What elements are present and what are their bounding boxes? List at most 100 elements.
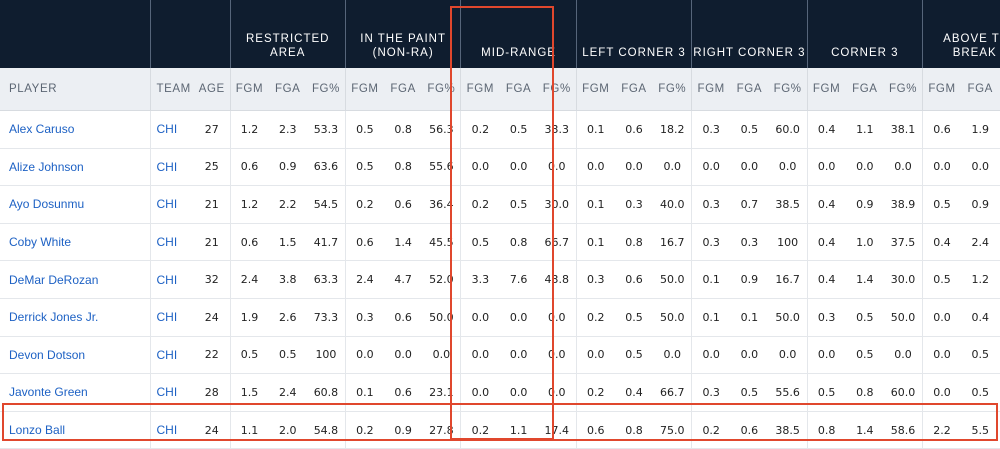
stat-cell-right-corner-3-fga: 0.3 <box>730 223 769 262</box>
column-header-corner-3-fgp[interactable]: FG% <box>884 68 923 111</box>
group-right-corner-3[interactable]: RIGHT CORNER 3 <box>691 0 808 68</box>
stat-cell-above-the-break-3-fgm: 0.4 <box>922 223 961 262</box>
column-header-row: PLAYER TEAM AGE FGM FGA FG% FGM FGA FG% FGM FGA… <box>0 68 1000 111</box>
group-in-the-paint[interactable]: IN THE PAINT (NON-RA) <box>344 0 461 68</box>
stat-cell-right-corner-3-fgp: 16.7 <box>768 260 808 299</box>
team-link[interactable]: CHI <box>149 298 194 337</box>
stat-cell-left-corner-3-fgp: 18.2 <box>653 110 692 149</box>
table-row: Lonzo Ball CHI 24 1.1 2.0 54.8 0.2 0.9 27.8 0.2 1.… <box>0 411 1000 449</box>
group-left-corner-3[interactable]: LEFT CORNER 3 <box>575 0 692 68</box>
stat-cell-in-the-paint-fga: 0.9 <box>383 411 423 449</box>
player-link[interactable]: Javonte Green <box>0 373 150 412</box>
stat-cell-above-the-break-3-fga: 1.9 <box>960 110 1000 149</box>
column-header-player[interactable]: PLAYER <box>0 68 150 111</box>
stat-cell-mid-range-fga: 0.5 <box>499 110 538 149</box>
stat-cell-in-the-paint-fga: 0.8 <box>383 110 423 149</box>
player-link[interactable]: Coby White <box>0 223 150 262</box>
team-link[interactable]: CHI <box>149 373 194 412</box>
column-header-left-corner-3-fga[interactable]: FGA <box>614 68 654 111</box>
stat-cell-in-the-paint-fga: 0.0 <box>383 336 423 375</box>
stat-cell-restricted-area-fgp: 73.3 <box>306 298 346 337</box>
column-header-corner-3-fga[interactable]: FGA <box>845 68 885 111</box>
column-header-age[interactable]: AGE <box>194 68 230 111</box>
group-header-row: RESTRICTED AREA IN THE PAINT (NON-RA) MI… <box>0 0 1000 68</box>
column-header-above-the-break-3-fgm[interactable]: FGM <box>922 68 961 111</box>
player-link[interactable]: DeMar DeRozan <box>0 260 150 299</box>
stat-cell-restricted-area-fgm: 2.4 <box>229 260 269 299</box>
stat-cell-above-the-break-3-fgm: 0.0 <box>922 373 961 412</box>
team-link[interactable]: CHI <box>149 185 194 224</box>
group-header-blank <box>149 0 230 68</box>
column-header-in-the-paint-fgp[interactable]: FG% <box>422 68 461 111</box>
stat-cell-in-the-paint-fgm: 0.5 <box>344 110 384 149</box>
column-header-team[interactable]: TEAM <box>149 68 194 111</box>
group-above-the-break-3[interactable]: ABOVE THE BREAK 3 <box>922 0 1000 68</box>
column-header-in-the-paint-fga[interactable]: FGA <box>383 68 423 111</box>
stat-cell-corner-3-fgp: 38.9 <box>884 185 923 224</box>
stat-cell-mid-range-fgm: 0.0 <box>460 298 500 337</box>
column-header-restricted-area-fgm[interactable]: FGM <box>229 68 269 111</box>
stat-cell-right-corner-3-fga: 0.7 <box>730 185 769 224</box>
column-header-restricted-area-fga[interactable]: FGA <box>268 68 307 111</box>
column-header-mid-range-fgm[interactable]: FGM <box>460 68 500 111</box>
stat-cell-right-corner-3-fgm: 0.3 <box>691 185 731 224</box>
stat-cell-left-corner-3-fga: 0.6 <box>614 260 654 299</box>
stat-cell-restricted-area-fgm: 0.6 <box>229 223 269 262</box>
column-header-right-corner-3-fgp[interactable]: FG% <box>768 68 808 111</box>
column-header-right-corner-3-fgm[interactable]: FGM <box>691 68 731 111</box>
column-header-right-corner-3-fga[interactable]: FGA <box>730 68 769 111</box>
team-link[interactable]: CHI <box>149 260 194 299</box>
stat-cell-restricted-area-fgm: 1.2 <box>229 185 269 224</box>
player-link[interactable]: Derrick Jones Jr. <box>0 298 150 337</box>
team-link[interactable]: CHI <box>149 148 194 187</box>
stat-cell-right-corner-3-fga: 0.6 <box>730 411 769 449</box>
stat-cell-right-corner-3-fgp: 0.0 <box>768 336 808 375</box>
stat-cell-corner-3-fgp: 0.0 <box>884 336 923 375</box>
stat-cell-restricted-area-fgp: 63.6 <box>306 148 346 187</box>
table-body: Alex Caruso CHI 27 1.2 2.3 53.3 0.5 0.8 56.3 0.2 0… <box>0 110 1000 449</box>
stat-cell-in-the-paint-fgp: 36.4 <box>422 185 461 224</box>
stat-cell-right-corner-3-fga: 0.0 <box>730 148 769 187</box>
column-header-mid-range-fga[interactable]: FGA <box>499 68 538 111</box>
group-restricted-area[interactable]: RESTRICTED AREA <box>229 0 346 68</box>
age-cell: 24 <box>194 411 230 449</box>
age-cell: 25 <box>194 148 230 187</box>
player-link[interactable]: Alize Johnson <box>0 148 150 187</box>
column-header-restricted-area-fgp[interactable]: FG% <box>306 68 346 111</box>
stat-cell-mid-range-fga: 1.1 <box>499 411 538 449</box>
group-corner-3[interactable]: CORNER 3 <box>806 0 923 68</box>
team-link[interactable]: CHI <box>149 411 194 449</box>
table-row: Coby White CHI 21 0.6 1.5 41.7 0.6 1.4 45.5 0.5 0.… <box>0 223 1000 262</box>
stat-cell-left-corner-3-fgm: 0.0 <box>575 148 615 187</box>
stat-cell-mid-range-fgm: 0.0 <box>460 373 500 412</box>
stat-cell-above-the-break-3-fgm: 2.2 <box>922 411 961 449</box>
stat-cell-right-corner-3-fga: 0.5 <box>730 110 769 149</box>
team-link[interactable]: CHI <box>149 223 194 262</box>
group-mid-range[interactable]: MID-RANGE <box>460 0 577 68</box>
column-header-mid-range-fgp[interactable]: FG% <box>537 68 577 111</box>
stat-cell-left-corner-3-fgm: 0.3 <box>575 260 615 299</box>
player-link[interactable]: Devon Dotson <box>0 336 150 375</box>
stat-cell-corner-3-fgm: 0.4 <box>806 223 846 262</box>
stat-cell-right-corner-3-fgp: 50.0 <box>768 298 808 337</box>
stat-cell-corner-3-fga: 0.8 <box>845 373 885 412</box>
column-header-in-the-paint-fgm[interactable]: FGM <box>344 68 384 111</box>
stat-cell-corner-3-fgm: 0.8 <box>806 411 846 449</box>
stat-cell-mid-range-fgp: 43.8 <box>537 260 577 299</box>
column-header-left-corner-3-fgm[interactable]: FGM <box>575 68 615 111</box>
table-row: Ayo Dosunmu CHI 21 1.2 2.2 54.5 0.2 0.6 36.4 0.2 0… <box>0 185 1000 224</box>
column-header-corner-3-fgm[interactable]: FGM <box>806 68 846 111</box>
stat-cell-right-corner-3-fgm: 0.3 <box>691 110 731 149</box>
stat-cell-mid-range-fgm: 0.0 <box>460 148 500 187</box>
column-header-left-corner-3-fgp[interactable]: FG% <box>653 68 692 111</box>
player-link[interactable]: Ayo Dosunmu <box>0 185 150 224</box>
stat-cell-left-corner-3-fgp: 50.0 <box>653 298 692 337</box>
team-link[interactable]: CHI <box>149 336 194 375</box>
stat-cell-right-corner-3-fgm: 0.0 <box>691 148 731 187</box>
player-link[interactable]: Alex Caruso <box>0 110 150 149</box>
team-link[interactable]: CHI <box>149 110 194 149</box>
column-header-above-the-break-3-fga[interactable]: FGA <box>960 68 1000 111</box>
player-link[interactable]: Lonzo Ball <box>0 411 150 449</box>
